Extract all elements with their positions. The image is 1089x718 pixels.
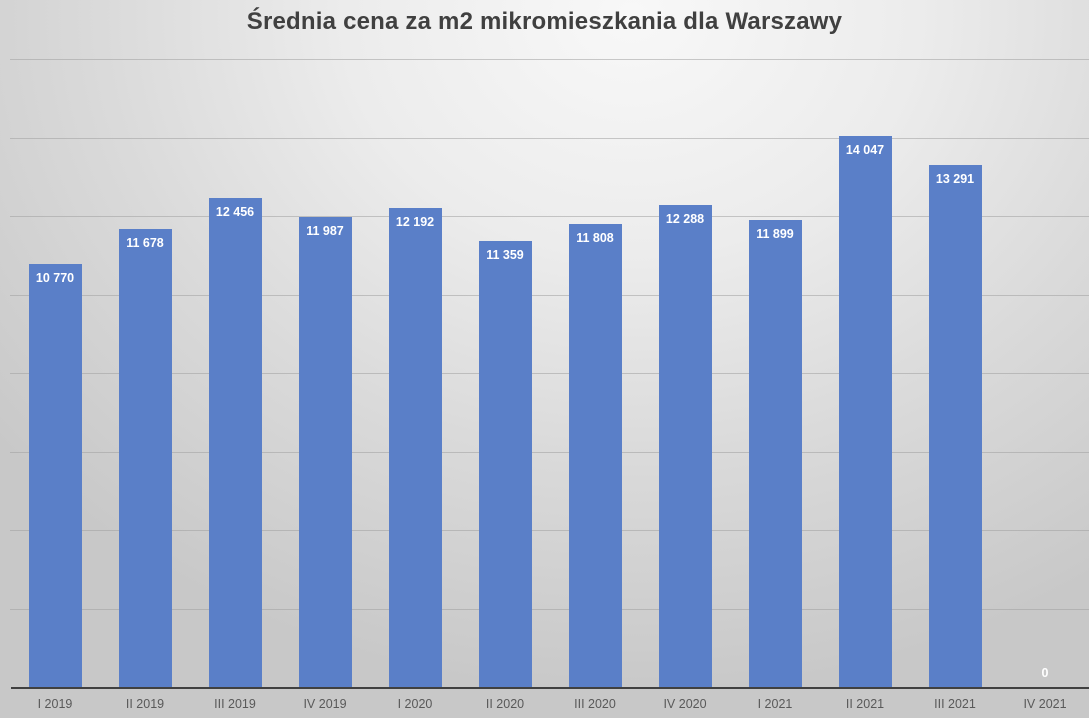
gridline [10,138,1089,139]
gridline [10,59,1089,60]
bar[interactable] [479,241,532,687]
data-label: 11 899 [756,227,794,241]
bar[interactable] [209,198,262,687]
data-label: 12 456 [215,205,255,219]
x-axis-label: IV 2019 [303,697,347,711]
bar[interactable] [749,220,802,687]
data-label: 12 288 [665,212,705,226]
bar[interactable] [569,224,622,687]
data-label: 10 770 [35,271,75,285]
x-axis-label: II 2019 [125,697,165,711]
gridline [10,530,1089,531]
gridline [10,452,1089,453]
bar[interactable] [659,205,712,687]
x-axis-label: I 2021 [757,697,793,711]
bar[interactable] [29,264,82,687]
x-axis-label: IV 2021 [1023,697,1067,711]
data-label: 13 291 [935,172,975,186]
data-label: 14 047 [845,143,885,157]
x-axis-label: I 2019 [37,697,73,711]
bar[interactable] [389,208,442,687]
bar[interactable] [839,136,892,687]
data-label: 11 987 [306,224,344,238]
x-axis-label: IV 2020 [663,697,707,711]
gridline [10,373,1089,374]
x-axis-label: II 2020 [485,697,525,711]
x-axis-label: III 2019 [214,697,256,711]
bar[interactable] [119,229,172,687]
data-label: 0 [1041,666,1049,680]
x-axis-label: II 2021 [845,697,885,711]
data-label: 11 359 [486,248,524,262]
x-axis-label: III 2021 [934,697,976,711]
x-axis-line [11,687,1089,689]
gridline [10,216,1089,217]
bar[interactable] [299,217,352,687]
chart-title: Średnia cena za m2 mikromieszkania dla W… [246,8,843,35]
x-axis-label: I 2020 [397,697,433,711]
data-label: 11 808 [576,231,614,245]
gridline [10,609,1089,610]
gridline [10,295,1089,296]
bar[interactable] [929,165,982,687]
data-label: 11 678 [126,236,164,250]
x-axis-label: III 2020 [574,697,616,711]
data-label: 12 192 [395,215,435,229]
